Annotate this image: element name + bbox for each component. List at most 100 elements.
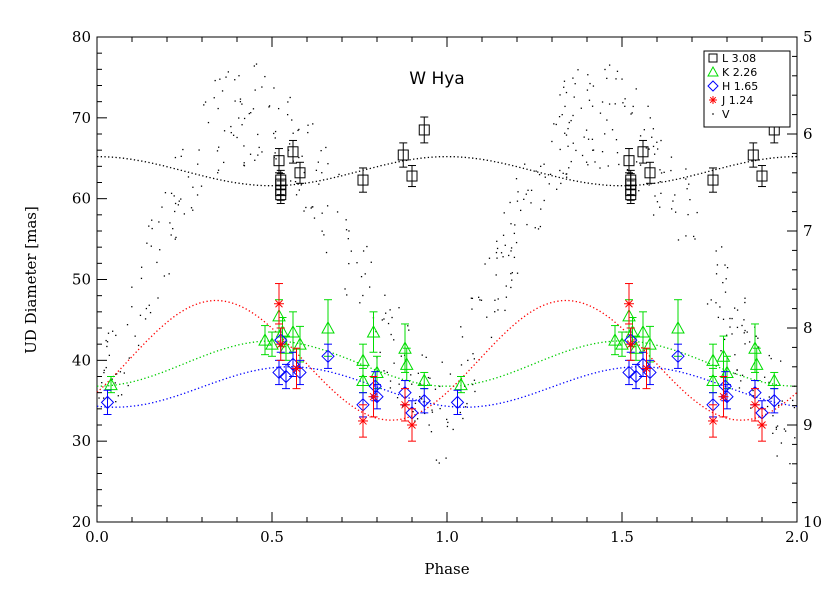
v-point: [243, 145, 245, 147]
v-point: [274, 130, 277, 133]
v-point: [537, 228, 540, 230]
v-point: [431, 409, 433, 411]
data-point: [321, 349, 335, 363]
v-point: [360, 275, 363, 278]
v-point: [323, 234, 325, 236]
data-point: [454, 377, 468, 391]
legend-box: [703, 50, 791, 128]
v-point: [238, 75, 240, 77]
data-point: [671, 349, 685, 363]
v-point: [321, 212, 323, 214]
v-point: [601, 101, 604, 103]
v-point: [645, 147, 647, 149]
v-point: [776, 425, 779, 427]
data-point: [671, 320, 685, 334]
v-point: [565, 176, 568, 178]
v-point: [632, 105, 634, 108]
v-point: [234, 100, 236, 102]
v-point: [250, 112, 252, 114]
v-point: [789, 463, 791, 465]
v-point: [538, 173, 541, 176]
v-point: [300, 184, 302, 186]
v-point: [156, 261, 158, 264]
v-point: [564, 132, 566, 134]
v-point: [196, 194, 199, 196]
v-point: [291, 119, 293, 121]
legend-label: J 1.24: [721, 94, 753, 107]
v-point: [190, 207, 193, 209]
v-point: [294, 180, 297, 183]
v-point: [217, 172, 219, 174]
v-point: [606, 119, 608, 121]
v-point: [421, 398, 423, 400]
v-point: [311, 206, 313, 208]
v-point: [192, 209, 194, 211]
v-point: [151, 219, 153, 221]
data-point: [623, 155, 635, 167]
v-point: [223, 161, 225, 164]
data-point: [708, 415, 718, 426]
v-point: [559, 94, 561, 96]
v-point: [414, 420, 416, 422]
legend-symbol: [709, 96, 717, 104]
v-point: [723, 338, 726, 341]
v-point: [651, 136, 653, 138]
v-point: [624, 98, 626, 100]
v-point: [659, 180, 661, 183]
v-point: [570, 160, 572, 163]
v-point: [559, 148, 561, 151]
v-point: [580, 107, 582, 109]
v-point: [348, 230, 350, 232]
v-point: [321, 230, 323, 232]
y2-tick-label: 5: [803, 28, 813, 46]
v-point: [520, 209, 522, 212]
v-point: [345, 219, 347, 221]
v-point: [288, 143, 291, 145]
v-point: [460, 326, 462, 328]
data-point: [407, 420, 417, 430]
v-point: [639, 135, 642, 137]
v-point: [568, 121, 570, 124]
v-point: [604, 68, 606, 71]
v-point: [321, 172, 323, 174]
v-point: [551, 140, 553, 143]
v-point: [312, 123, 314, 125]
v-point: [241, 124, 243, 126]
v-point: [726, 267, 729, 269]
v-point: [101, 382, 103, 384]
v-magnitude-points: [98, 63, 796, 465]
data-point: [629, 369, 643, 384]
v-point: [157, 297, 159, 299]
data-point: [643, 337, 657, 350]
v-point: [776, 455, 778, 457]
data-point: [644, 167, 656, 179]
v-point: [659, 206, 661, 208]
v-point: [778, 404, 780, 407]
data-point: [321, 320, 335, 334]
v-point: [255, 63, 258, 65]
v-point: [303, 171, 305, 174]
v-point: [347, 238, 349, 240]
x-tick-label: 1.5: [610, 528, 634, 546]
v-point: [470, 297, 473, 299]
v-point: [494, 311, 496, 313]
v-point: [439, 385, 441, 388]
v-point: [793, 406, 796, 409]
v-point: [734, 372, 736, 375]
v-point: [638, 190, 640, 192]
v-point: [729, 317, 731, 320]
legend-symbol: [707, 65, 719, 77]
v-point: [565, 91, 568, 94]
v-point: [273, 132, 275, 135]
v-point: [490, 336, 493, 339]
v-point: [671, 208, 673, 210]
v-point: [466, 402, 468, 405]
v-point: [115, 334, 117, 337]
v-point: [736, 309, 739, 311]
legend-symbol: [708, 53, 718, 63]
data-point: [286, 324, 300, 338]
data-point: [275, 189, 287, 201]
v-point: [514, 224, 516, 226]
v-point: [414, 402, 417, 405]
